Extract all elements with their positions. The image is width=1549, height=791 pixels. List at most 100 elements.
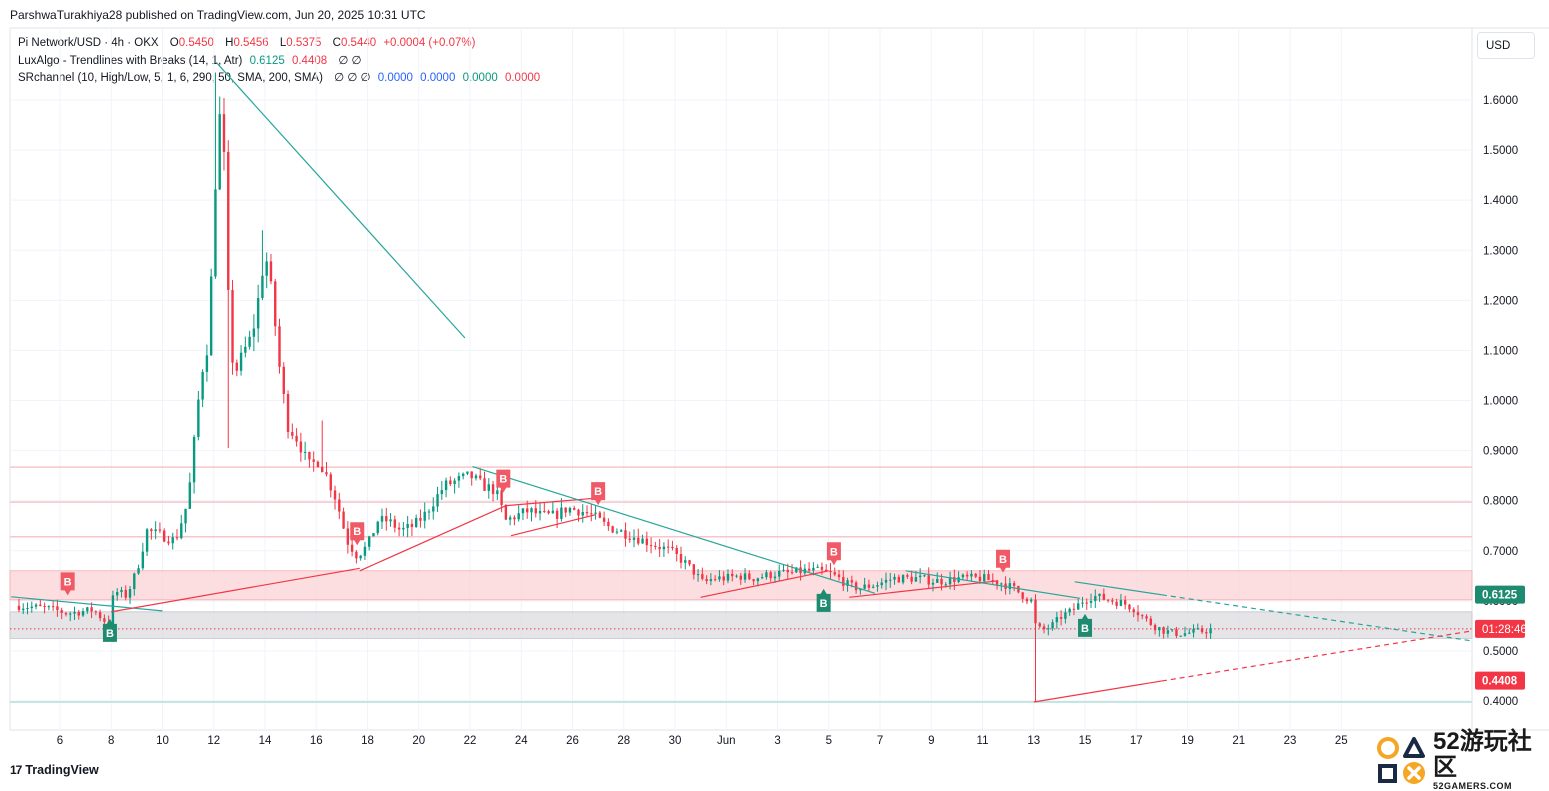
candle — [867, 579, 871, 592]
candle-body — [820, 566, 824, 570]
time-tick-label: 15 — [1079, 735, 1092, 747]
candle — [1153, 623, 1157, 635]
candle-body — [137, 568, 140, 574]
candle-body — [722, 576, 725, 581]
trendline — [700, 570, 829, 598]
legend-close-label: C — [332, 37, 341, 49]
candle — [987, 569, 990, 581]
candle — [128, 585, 132, 604]
candle-body — [1132, 609, 1135, 613]
candle — [825, 564, 828, 572]
candle — [547, 509, 550, 515]
candle — [632, 529, 636, 548]
candle-body — [385, 516, 388, 522]
candle-body — [602, 517, 606, 522]
candle-body — [705, 578, 708, 582]
candle-body — [573, 508, 576, 510]
candle — [248, 330, 251, 350]
candle — [201, 369, 204, 408]
break-marker-badge — [816, 588, 831, 612]
candle — [363, 541, 367, 561]
candle-body — [368, 536, 371, 547]
candle-body — [1192, 628, 1195, 633]
legend-indicator-2[interactable]: SRchannel (10, High/Low, 5, 1, 6, 290, 5… — [18, 70, 540, 88]
candle-body — [568, 508, 572, 513]
candle — [658, 539, 661, 558]
candle — [538, 503, 542, 521]
candle — [884, 572, 888, 591]
candle-body — [1072, 608, 1076, 610]
candle-body — [615, 531, 619, 533]
tradingview-logo[interactable]: 17 TradingView — [10, 763, 99, 777]
price-tick-label: 1.3000 — [1483, 245, 1518, 257]
candle-body — [500, 490, 503, 506]
candle-body — [124, 589, 127, 598]
candle-body — [274, 281, 277, 327]
candle — [192, 434, 196, 494]
candle — [372, 533, 375, 537]
candle-body — [807, 568, 811, 571]
trendline — [1074, 581, 1163, 596]
indicator-2-value-4: 0.0000 — [504, 72, 541, 84]
candle — [321, 420, 324, 473]
candle — [316, 460, 320, 468]
candle-body — [825, 569, 828, 571]
candle-body — [833, 572, 836, 575]
candle-body — [26, 608, 29, 610]
currency-button[interactable]: USD — [1477, 32, 1535, 59]
candle-body — [474, 475, 478, 479]
candle-body — [581, 512, 584, 516]
candle — [765, 570, 768, 580]
legend-indicator-1[interactable]: LuxAlgo - Trendlines with Breaks (14, 1,… — [18, 53, 540, 71]
candle-body — [1188, 632, 1191, 634]
candle-body — [1183, 633, 1187, 636]
chart-plot-area: B B B B B B B B B — [9, 27, 1549, 731]
candle — [880, 578, 883, 589]
candle — [333, 485, 337, 510]
candle — [1145, 614, 1148, 622]
candle-body — [43, 605, 46, 607]
candle-body — [590, 513, 593, 515]
candle — [594, 505, 597, 520]
candle-body — [649, 545, 653, 547]
candle-body — [175, 537, 179, 539]
candle — [120, 586, 123, 598]
trendline — [1161, 594, 1473, 642]
break-marker: B — [496, 469, 511, 493]
candle-body — [150, 529, 153, 532]
price-axis: 1.6000 1.5000 1.4000 1.3000 1.2000 1.1000 1.00… — [1475, 95, 1527, 708]
candle-body — [675, 548, 678, 554]
candle-body — [684, 560, 687, 563]
candle — [17, 598, 21, 613]
candle — [64, 611, 68, 617]
candle-body — [1008, 583, 1012, 589]
candle — [1192, 624, 1195, 638]
candle-body — [1030, 599, 1033, 602]
candle — [295, 428, 298, 447]
time-tick-label: 14 — [259, 735, 272, 747]
candle — [69, 611, 72, 622]
price-axis-badge-bg — [1475, 585, 1525, 604]
indicator-1-value-1: 0.6125 — [249, 54, 285, 67]
candle-body — [611, 526, 614, 533]
candle — [696, 569, 700, 582]
candle-body — [534, 508, 537, 514]
candle-body — [953, 577, 956, 582]
candle-body — [1021, 592, 1024, 599]
break-marker-badge — [102, 618, 117, 642]
candle — [807, 562, 811, 572]
candle-body — [846, 580, 849, 586]
candle — [133, 572, 136, 596]
candle — [209, 268, 213, 356]
candle-body — [436, 494, 439, 507]
candle — [239, 345, 243, 376]
candle-body — [619, 530, 623, 532]
candle-body — [1119, 600, 1123, 606]
candle — [1077, 598, 1080, 610]
candle-body — [1179, 635, 1182, 637]
candle-body — [180, 523, 183, 539]
candle — [180, 514, 183, 540]
candle-body — [98, 612, 102, 619]
candle — [329, 472, 332, 498]
